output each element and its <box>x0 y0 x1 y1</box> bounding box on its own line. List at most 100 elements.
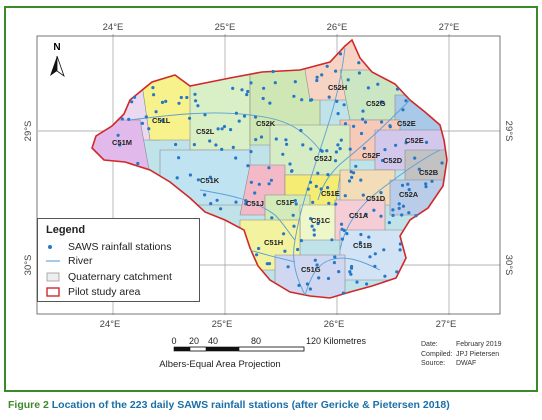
graticule-bottom-25: 25°E <box>212 319 233 330</box>
rainfall-station-dot <box>348 270 352 274</box>
rainfall-station-dot <box>334 69 338 73</box>
rainfall-station-dot <box>346 78 350 82</box>
rainfall-station-dot <box>245 93 249 97</box>
rainfall-station-dot <box>407 188 411 192</box>
rainfall-station-dot <box>246 164 250 168</box>
rainfall-station-dot <box>192 143 196 147</box>
rainfall-station-dot <box>413 156 417 160</box>
catchment-label: C51E <box>321 189 340 198</box>
rainfall-station-dot <box>242 114 247 118</box>
rainfall-station-dot <box>430 179 434 183</box>
rainfall-station-dot <box>347 179 352 183</box>
rainfall-station-dot <box>203 193 207 197</box>
rainfall-station-dot <box>325 64 329 68</box>
rainfall-station-dot <box>316 171 320 175</box>
rainfall-station-dot <box>382 248 386 252</box>
rainfall-station-dot <box>208 175 212 179</box>
rainfall-station-dot <box>355 280 359 284</box>
rainfall-station-dot <box>364 212 368 216</box>
rainfall-station-dot <box>130 100 134 104</box>
rainfall-station-dot <box>249 180 253 184</box>
rainfall-station-dot <box>193 92 197 96</box>
legend-label: Pilot study area <box>68 286 141 298</box>
rainfall-station-dot <box>319 187 323 191</box>
rainfall-station-dot <box>404 141 408 145</box>
rainfall-station-dot <box>391 213 395 217</box>
graticule-labels: 24°E 25°E 26°E 27°E 24°E 25°E 26°E 27°E … <box>23 22 514 330</box>
rainfall-station-dot <box>292 224 296 228</box>
meta-key: Source: <box>421 360 446 367</box>
meta-row-date: Date: February 2019 <box>421 340 501 350</box>
rainfall-station-dot <box>249 150 253 154</box>
rainfall-station-dot <box>185 95 189 100</box>
rainfall-station-dot <box>269 178 273 182</box>
rainfall-station-dot <box>400 183 405 187</box>
rainfall-station-dot <box>219 207 223 211</box>
catchment-label: C52K <box>256 119 276 128</box>
rainfall-station-dot <box>288 162 292 166</box>
rainfall-station-dot <box>326 276 331 281</box>
legend-label: Quaternary catchment <box>68 271 172 283</box>
rainfall-station-dot <box>220 147 224 151</box>
rainfall-station-dot <box>240 88 244 92</box>
rainfall-station-dot <box>253 115 258 119</box>
rainfall-station-dot <box>333 255 337 259</box>
rainfall-station-dot <box>338 52 343 56</box>
rainfall-station-dot <box>309 147 313 151</box>
rainfall-station-dot <box>339 222 344 226</box>
rainfall-station-dot <box>274 137 278 141</box>
legend-title: Legend <box>46 224 86 236</box>
figure-number: Figure 2 <box>8 399 49 411</box>
rainfall-station-dot <box>305 282 309 286</box>
rainfall-station-dot <box>268 101 272 105</box>
rainfall-station-dot <box>336 143 340 147</box>
rainfall-station-dot <box>151 86 155 90</box>
graticule-right-30: 30°S <box>503 255 514 276</box>
catchment-label: C52D <box>383 156 403 165</box>
scale-tick-20: 20 <box>189 336 199 346</box>
catchment-label: C52F <box>362 151 381 160</box>
rainfall-station-dot <box>338 147 342 151</box>
rainfall-station-dot <box>342 103 346 107</box>
rainfall-station-dot <box>315 263 319 267</box>
rainfall-stations <box>116 52 444 295</box>
rainfall-station-dot <box>345 232 349 236</box>
rainfall-station-dot <box>231 86 235 90</box>
rainfall-station-dot <box>379 214 383 218</box>
rainfall-station-dot <box>407 211 411 215</box>
rainfall-station-dot <box>314 184 318 188</box>
rainfall-station-dot <box>216 127 220 131</box>
rainfall-station-dot <box>424 140 429 144</box>
rainfall-station-dot <box>334 202 338 206</box>
rainfall-station-dot <box>380 158 385 163</box>
station-dot-icon <box>48 245 52 250</box>
rainfall-station-dot <box>349 170 353 174</box>
figure-caption: Figure 2 Location of the 223 daily SAWS … <box>8 399 450 411</box>
rainfall-station-dot <box>333 159 338 163</box>
rainfall-station-dot <box>147 127 151 131</box>
rainfall-station-dot <box>327 201 331 205</box>
rainfall-station-dot <box>326 186 330 190</box>
rainfall-station-dot <box>406 182 410 186</box>
rainfall-station-dot <box>339 138 343 142</box>
graticule-bottom-26: 26°E <box>324 319 345 330</box>
rainfall-station-dot <box>177 101 181 105</box>
rainfall-station-dot <box>297 283 301 287</box>
rainfall-station-dot <box>357 61 361 65</box>
rainfall-station-dot <box>286 265 290 269</box>
rainfall-station-dot <box>361 109 365 113</box>
rainfall-station-dot <box>383 274 387 278</box>
rainfall-station-dot <box>291 213 295 217</box>
rainfall-station-dot <box>337 270 341 274</box>
rainfall-station-dot <box>254 138 258 142</box>
rainfall-station-dot <box>309 180 313 184</box>
rainfall-station-dot <box>352 124 356 128</box>
rainfall-station-dot <box>341 291 345 295</box>
rainfall-station-dot <box>293 199 297 203</box>
rainfall-station-dot <box>379 100 383 104</box>
rainfall-station-dot <box>144 115 148 119</box>
rainfall-station-dot <box>391 208 395 212</box>
rainfall-station-dot <box>359 232 363 237</box>
rainfall-station-dot <box>283 249 287 253</box>
rainfall-station-dot <box>270 216 274 220</box>
